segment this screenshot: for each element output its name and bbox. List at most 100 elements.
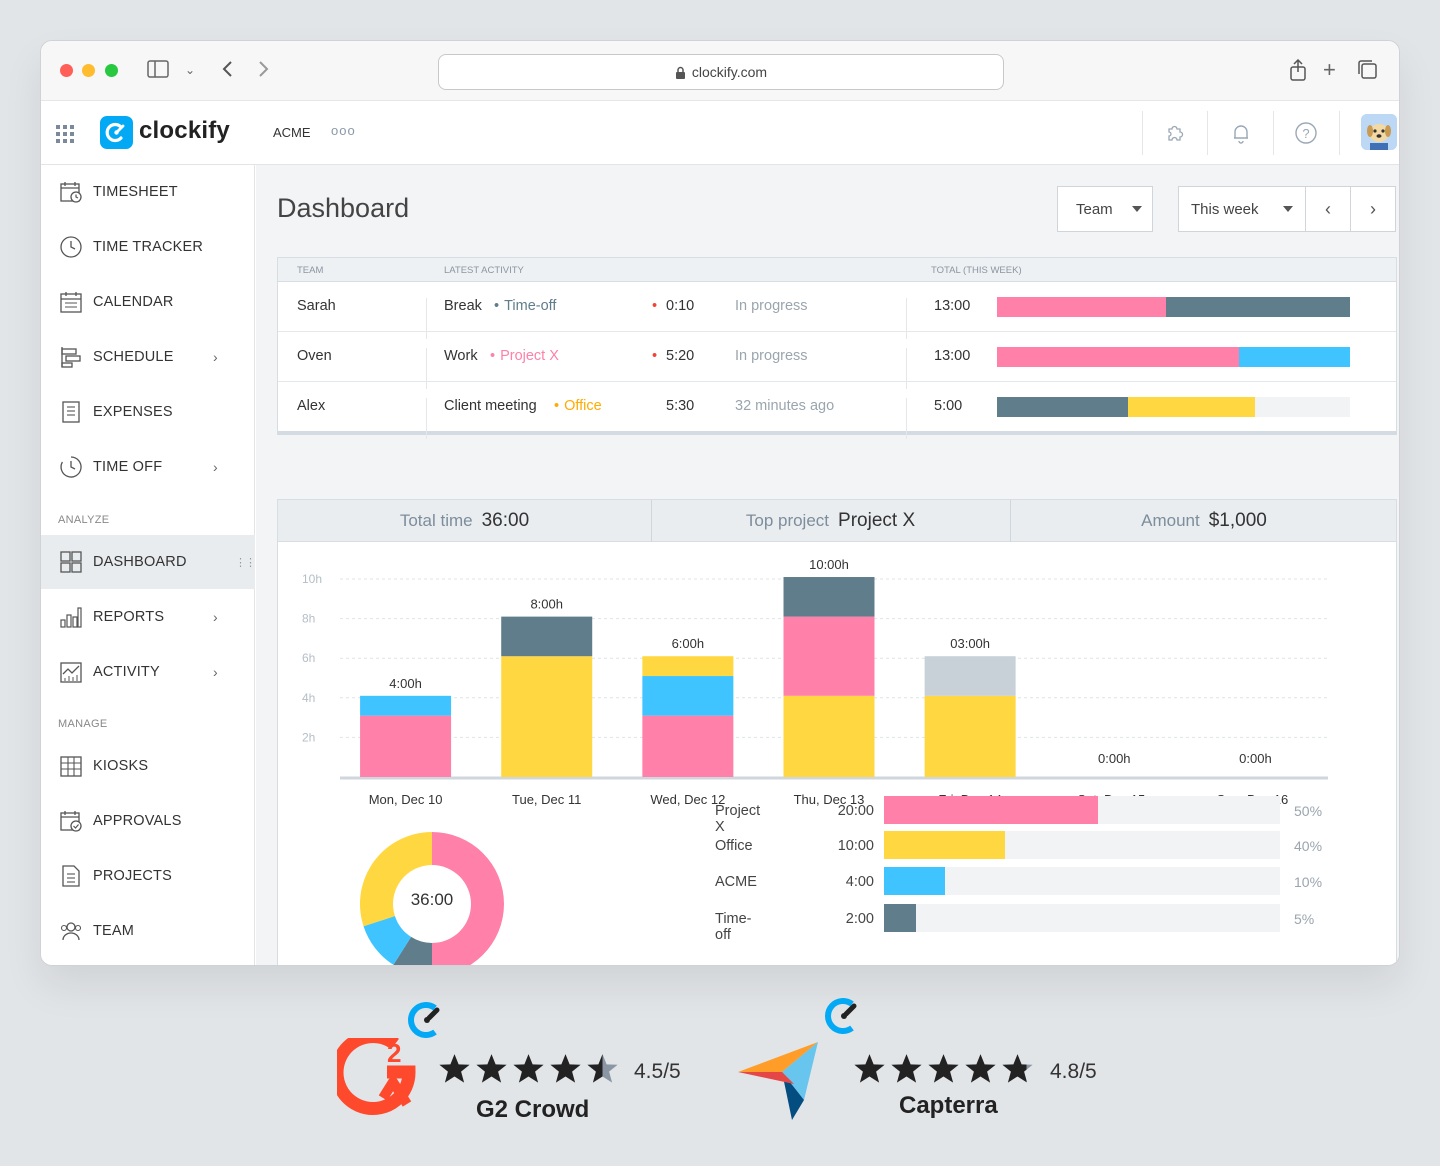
table-row[interactable]: Alex Client meeting • Office 5:30 32 minutes …	[278, 383, 1396, 439]
bar-segment[interactable]	[924, 656, 1016, 696]
bar-segment[interactable]	[360, 715, 452, 777]
back-arrow-icon[interactable]	[221, 59, 235, 84]
maximize-window-button[interactable]	[105, 64, 118, 77]
donut-slice[interactable]	[432, 832, 504, 966]
url-text: clockify.com	[691, 64, 768, 80]
clockify-logo-icon	[100, 116, 133, 149]
bell-icon[interactable]	[1229, 121, 1253, 145]
team-activity-table: TEAM LATEST ACTIVITY TOTAL (THIS WEEK) S…	[277, 257, 1397, 439]
puzzle-icon[interactable]	[1163, 121, 1187, 145]
project-name: Office	[715, 838, 753, 854]
sidebar-toggle-icon[interactable]	[147, 59, 169, 84]
y-tick-label: 4h	[302, 691, 315, 705]
help-icon[interactable]: ?	[1294, 121, 1318, 145]
time-off-icon	[60, 456, 82, 478]
calendar-icon	[60, 292, 82, 313]
workspace-more-button[interactable]: ooo	[331, 123, 356, 138]
bar-segment[interactable]	[642, 715, 734, 777]
project-bar-track	[884, 796, 1280, 824]
donut-slice[interactable]	[360, 832, 432, 927]
progress-segment	[1238, 347, 1350, 367]
project-tag: • Project X	[490, 348, 559, 364]
sidebar-item-calendar[interactable]: CALENDAR	[41, 275, 255, 329]
donut-slice[interactable]	[393, 936, 432, 966]
sidebar-item-projects[interactable]: PROJECTS	[41, 849, 255, 903]
app-grid-icon[interactable]	[56, 125, 74, 143]
activity-duration: 0:10	[666, 298, 695, 314]
address-bar[interactable]: clockify.com	[438, 54, 1004, 90]
activity-duration: 5:20	[666, 348, 695, 364]
sidebar-item-activity[interactable]: ACTIVITY ›	[41, 645, 255, 699]
sidebar-item-kiosks[interactable]: KIOSKS	[41, 739, 255, 793]
sidebar-item-team[interactable]: TEAM	[41, 904, 255, 958]
chevron-right-icon: ›	[213, 459, 218, 475]
projects-icon	[62, 865, 80, 887]
progress-segment	[997, 397, 1128, 417]
bar-segment[interactable]	[501, 656, 593, 777]
weekly-total: 5:00	[934, 398, 963, 414]
activity-description: Client meeting	[444, 398, 537, 414]
project-percent: 10%	[1294, 874, 1323, 890]
star-icon	[476, 1054, 507, 1083]
star-icon	[965, 1054, 996, 1083]
sidebar-item-time-off[interactable]: TIME OFF ›	[41, 440, 255, 494]
date-range-dropdown[interactable]: This week	[1178, 186, 1306, 232]
project-bar-track	[884, 867, 1280, 895]
project-name: Project X	[715, 803, 761, 835]
donut-center-label: 36:00	[410, 890, 454, 909]
bar-segment[interactable]	[783, 577, 875, 617]
new-tab-icon[interactable]: +	[1323, 57, 1336, 82]
donut-slice[interactable]	[363, 916, 412, 965]
bar-segment[interactable]	[924, 695, 1016, 777]
g2-rating-stars	[438, 1052, 619, 1085]
ratings-section: 2 4.5/5 G2 Crowd 4.8/5 Capterra	[0, 966, 1440, 1166]
drag-handle-icon[interactable]: ⋮⋮	[235, 556, 256, 569]
next-week-button[interactable]: ›	[1350, 186, 1396, 232]
project-bar-fill	[884, 831, 1005, 859]
sidebar-item-schedule[interactable]: SCHEDULE ›	[41, 330, 255, 384]
user-avatar[interactable]	[1361, 114, 1397, 150]
table-row[interactable]: Oven Work • Project X • 5:20 In progress 13:00	[278, 333, 1396, 389]
project-name: Time-off	[715, 911, 752, 943]
activity-status: In progress	[735, 298, 808, 314]
team-filter-label: Team	[1076, 200, 1113, 218]
project-bar-fill	[884, 904, 916, 932]
daily-hours-chart: 10h 8h 6h 4h 2h 4:00h Mon, Dec 10 8:00h Tue, Dec…	[302, 557, 1328, 807]
logo-text[interactable]: clockify	[139, 117, 230, 144]
team-filter-dropdown[interactable]: Team	[1057, 186, 1153, 232]
progress-segment	[1166, 297, 1350, 317]
sidebar-item-dashboard[interactable]: DASHBOARD ⋮⋮	[41, 535, 256, 589]
forward-arrow-icon[interactable]	[256, 59, 270, 84]
bar-segment[interactable]	[783, 695, 875, 777]
minimize-window-button[interactable]	[82, 64, 95, 77]
previous-week-button[interactable]: ‹	[1305, 186, 1351, 232]
sidebar-item-time-tracker[interactable]: TIME TRACKER	[41, 220, 255, 274]
y-tick-label: 8h	[302, 612, 315, 626]
bar-segment[interactable]	[642, 676, 734, 716]
bar-segment[interactable]	[360, 695, 452, 716]
bar-total-label: 4:00h	[389, 676, 422, 691]
sidebar-item-approvals[interactable]: APPROVALS	[41, 794, 255, 848]
bar-segment[interactable]	[783, 616, 875, 696]
project-time: 10:00	[837, 838, 874, 854]
share-icon[interactable]	[1289, 58, 1307, 86]
table-row[interactable]: Sarah Break • Time-off • 0:10 In progress 13:00	[278, 283, 1396, 339]
sidebar-item-expenses[interactable]: EXPENSES	[41, 385, 255, 439]
activity-description: Work	[444, 348, 478, 364]
close-window-button[interactable]	[60, 64, 73, 77]
sidebar-item-timesheet[interactable]: TIMESHEET	[41, 165, 255, 219]
workspace-name[interactable]: ACME	[273, 125, 311, 140]
activity-status: In progress	[735, 348, 808, 364]
sidebar-item-reports[interactable]: REPORTS ›	[41, 590, 255, 644]
sidebar-item-label: TIME OFF	[93, 459, 163, 475]
x-tick-label: Tue, Dec 11	[512, 792, 581, 807]
chevron-down-icon[interactable]: ⌄	[185, 63, 196, 77]
bar-segment[interactable]	[642, 656, 734, 677]
amount-stat: Amount $1,000	[1141, 510, 1267, 531]
star-icon	[550, 1054, 581, 1083]
bar-segment[interactable]	[501, 616, 593, 657]
sidebar-item-label: TEAM	[93, 923, 135, 939]
table-header: TEAM LATEST ACTIVITY TOTAL (THIS WEEK)	[278, 258, 1396, 282]
bar-total-label: 0:00h	[1239, 751, 1272, 766]
tabs-overview-icon[interactable]	[1357, 59, 1379, 86]
